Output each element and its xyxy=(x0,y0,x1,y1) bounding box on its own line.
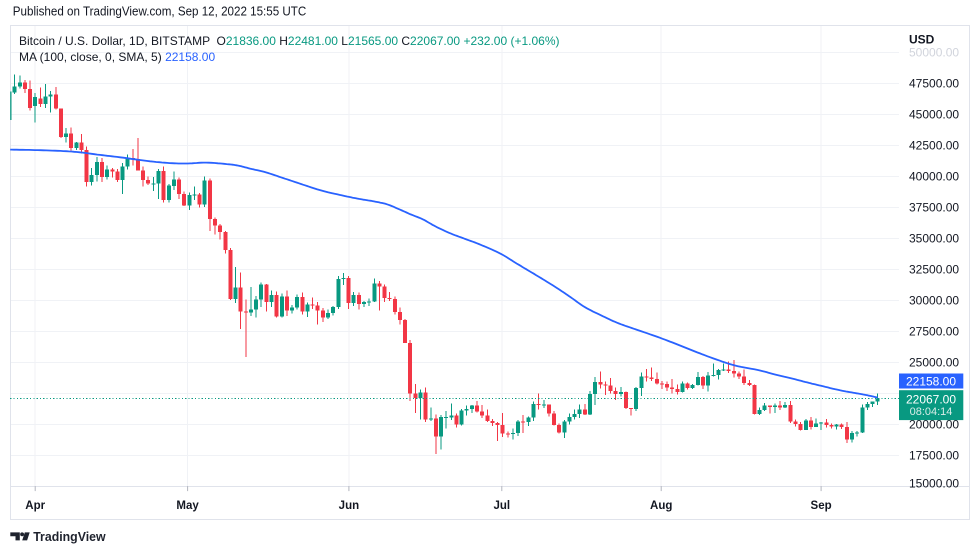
svg-text:Jun: Jun xyxy=(339,500,359,512)
svg-text:Published on TradingView.com,: Published on TradingView.com, Sep 12, 20… xyxy=(13,4,307,19)
svg-text:37500.00: 37500.00 xyxy=(909,200,959,214)
svg-text:Sep: Sep xyxy=(811,500,832,512)
svg-text:20000.00: 20000.00 xyxy=(909,417,959,431)
svg-text:17500.00: 17500.00 xyxy=(909,448,959,462)
svg-text:25000.00: 25000.00 xyxy=(909,355,959,369)
svg-text:Jul: Jul xyxy=(493,500,510,512)
svg-text:MA (100, close, 0, SMA, 5) 22: MA (100, close, 0, SMA, 5) 22158.00 xyxy=(19,50,215,64)
svg-text:47500.00: 47500.00 xyxy=(909,77,959,91)
svg-text:27500.00: 27500.00 xyxy=(909,324,959,338)
svg-text:USD: USD xyxy=(909,33,935,47)
svg-text:Apr: Apr xyxy=(25,500,45,512)
svg-text:30000.00: 30000.00 xyxy=(909,293,959,307)
svg-text:22067.00: 22067.00 xyxy=(906,393,956,407)
svg-text:50000.00: 50000.00 xyxy=(909,46,959,60)
svg-text:TradingView: TradingView xyxy=(33,529,106,544)
svg-text:08:04:14: 08:04:14 xyxy=(910,406,953,418)
svg-text:O21836.00 H22481.00 L21565.0: O21836.00 H22481.00 L21565.00 C22067.00 … xyxy=(217,34,560,48)
svg-text:Bitcoin / U.S. Dollar, 1D, BIT: Bitcoin / U.S. Dollar, 1D, BITSTAMP xyxy=(19,34,210,48)
svg-text:15000.00: 15000.00 xyxy=(909,477,959,491)
svg-text:May: May xyxy=(176,500,199,512)
svg-text:45000.00: 45000.00 xyxy=(909,108,959,122)
svg-text:40000.00: 40000.00 xyxy=(909,169,959,183)
svg-text:42500.00: 42500.00 xyxy=(909,139,959,153)
svg-text:35000.00: 35000.00 xyxy=(909,231,959,245)
svg-text:Aug: Aug xyxy=(650,500,672,512)
svg-text:32500.00: 32500.00 xyxy=(909,262,959,276)
svg-text:22158.00: 22158.00 xyxy=(906,374,956,388)
